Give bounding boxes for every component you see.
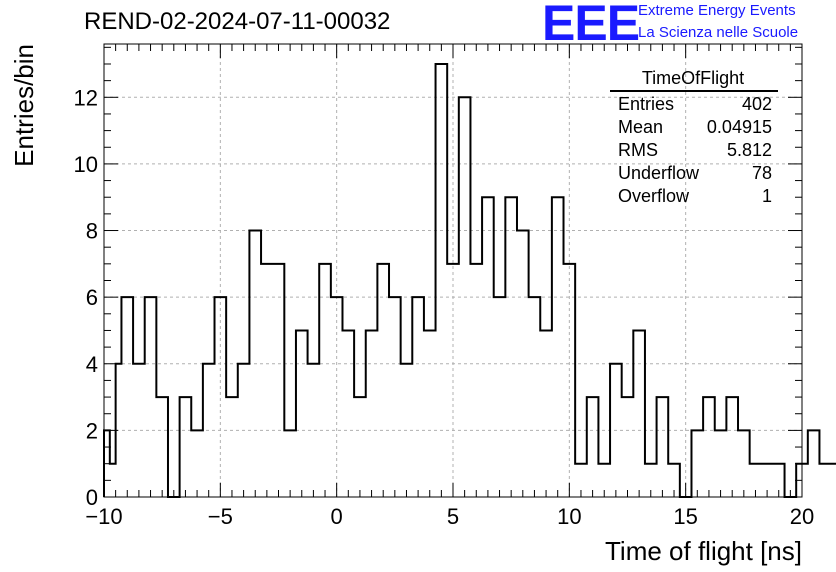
y-tick-label: 8 [86, 219, 98, 244]
y-tick-label: 10 [74, 152, 98, 177]
y-axis-label: Entries/bin [9, 44, 39, 167]
stats-row-entries: Entries 402 [608, 94, 778, 117]
y-tick-label: 2 [86, 418, 98, 443]
stats-label: Underflow [618, 163, 700, 183]
stats-row-overflow: Overflow 1 [608, 186, 778, 209]
x-tick-label: 10 [557, 504, 581, 529]
run-title: REND-02-2024-07-11-00032 [84, 8, 391, 35]
stats-value: 5.812 [726, 140, 772, 160]
stats-label: RMS [618, 140, 658, 160]
y-tick-label: 4 [86, 352, 98, 377]
x-tick-label: −10 [85, 504, 122, 529]
stats-label: Overflow [618, 186, 690, 206]
plot-frame [103, 43, 803, 498]
stats-row-underflow: Underflow 78 [608, 163, 778, 186]
eee-logo: EEE [542, 0, 640, 51]
stats-title-underline [610, 90, 778, 92]
x-tick-label: 5 [447, 504, 459, 529]
x-tick-label: 20 [790, 504, 814, 529]
stats-label: Mean [618, 117, 664, 137]
x-tick-label: −5 [208, 504, 233, 529]
stats-label: Entries [618, 94, 675, 114]
y-tick-label: 6 [86, 285, 98, 310]
y-tick-label: 0 [86, 485, 98, 510]
logo-subtitle-2: La Scienza nelle Scuole [638, 24, 799, 41]
y-tick-label: 12 [74, 85, 98, 110]
stats-title: TimeOfFlight [641, 68, 745, 88]
x-axis-label: Time of flight [ns] [605, 536, 802, 566]
stats-box: TimeOfFlight Entries 402 Mean 0.04915 RM… [608, 68, 778, 209]
x-tick-label: 15 [673, 504, 697, 529]
stats-value: 402 [741, 94, 772, 114]
x-tick-label: 0 [331, 504, 343, 529]
stats-row-rms: RMS 5.812 [608, 140, 778, 163]
stats-value: 1 [761, 186, 772, 206]
stats-value: 0.04915 [706, 117, 772, 137]
logo-subtitle-1: Extreme Energy Events [638, 2, 796, 19]
stats-value: 78 [751, 163, 772, 183]
histogram-series [103, 62, 836, 498]
stats-row-mean: Mean 0.04915 [608, 117, 778, 140]
